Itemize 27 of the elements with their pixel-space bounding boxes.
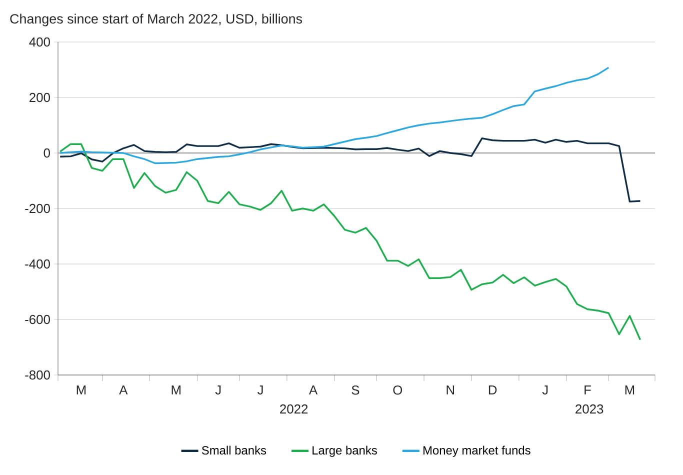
line-series (59, 143, 642, 341)
x-tick-label: N (446, 386, 454, 394)
y-tick-label: 200 (30, 92, 50, 102)
x-tick-label: J (257, 386, 263, 395)
x-tick-label: M (625, 386, 634, 394)
x-tick-label: M (172, 386, 180, 394)
text: 2022 (280, 404, 308, 414)
x-tick-label: D (488, 386, 497, 394)
x-tick-label: O (393, 385, 402, 395)
text: 2023 (576, 404, 604, 414)
x-tick-label: A (119, 386, 128, 394)
chart-title: Changes since start of March 2022, USD, billions (10, 14, 302, 26)
x-tick-label: S (352, 385, 360, 395)
y-tick-label: -400 (25, 259, 50, 269)
y-tick-label: -600 (25, 314, 50, 324)
x-tick-label: M (76, 386, 86, 394)
x-tick-label: J (542, 386, 548, 395)
y-tick-label: -800 (25, 370, 50, 380)
legend-label: Large banks (312, 446, 377, 457)
x-tick-label: A (308, 386, 318, 394)
y-tick-label: 0 (44, 148, 50, 158)
legend-label: Small banks (202, 446, 266, 455)
y-tick-label: 400 (29, 37, 50, 47)
x-tick-label: F (584, 386, 591, 394)
x-tick-label: J (215, 386, 221, 395)
y-tick-label: -200 (25, 204, 50, 214)
legend-label: Money market funds (423, 446, 530, 457)
